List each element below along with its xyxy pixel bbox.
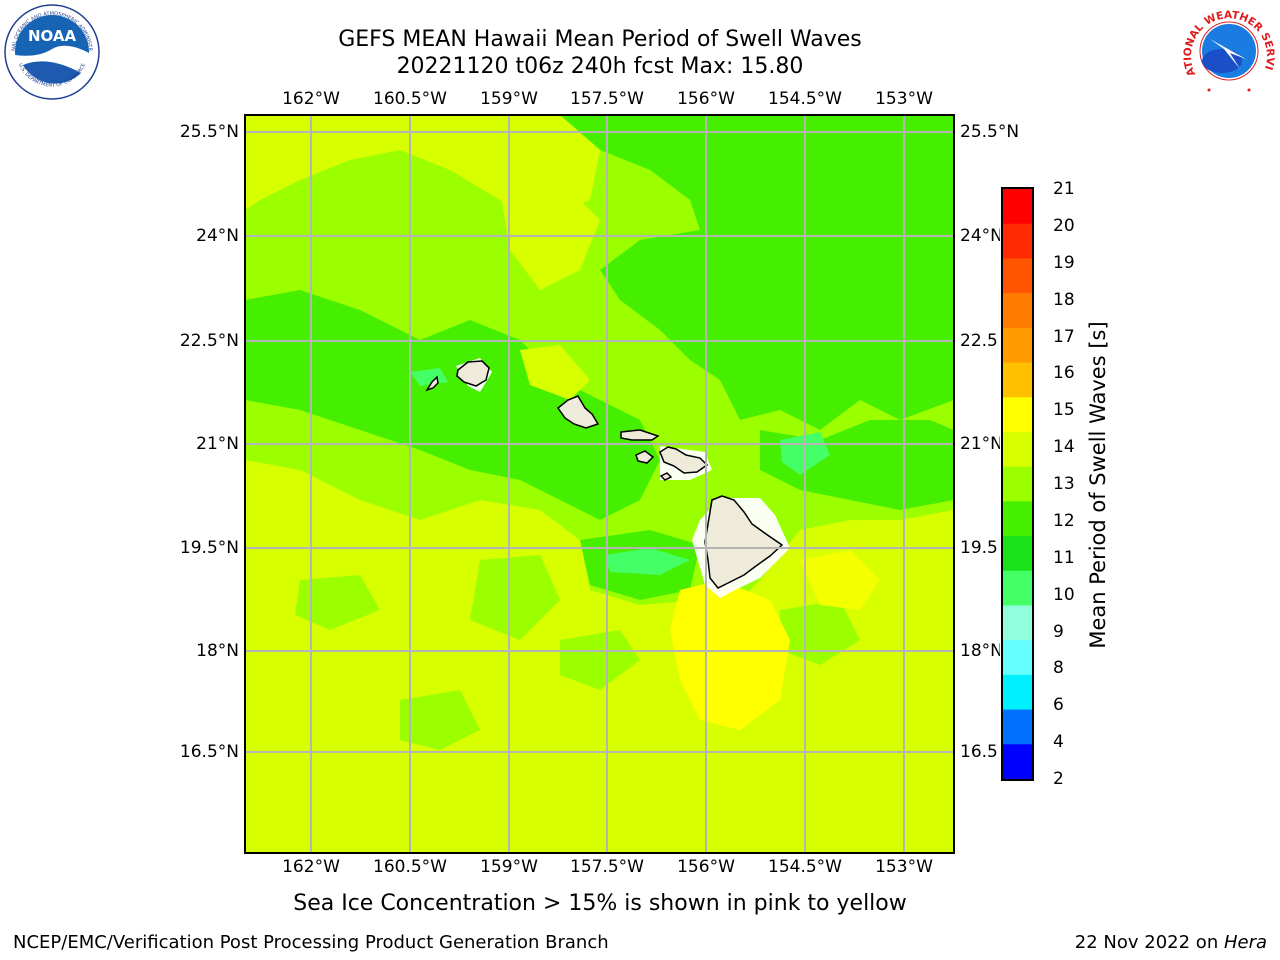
- colorbar-segment: [1003, 640, 1032, 676]
- colorbar-tick-label: 15: [1053, 400, 1075, 421]
- noaa-logo: NATIONAL OCEANIC AND ATMOSPHERIC ADMINIS…: [3, 3, 100, 100]
- producer-credit: NCEP/EMC/Verification Post Processing Pr…: [13, 932, 609, 953]
- lat-label-right: 25.5°N: [960, 122, 1020, 142]
- colorbar-label: Mean Period of Swell Waves [s]: [1086, 321, 1110, 649]
- island-molokai: [620, 429, 660, 441]
- map-title: GEFS MEAN Hawaii Mean Period of Swell Wa…: [338, 27, 862, 52]
- lon-label-bottom: 162°W: [282, 857, 340, 877]
- nws-logo: NATIONAL WEATHER SERVICE: [1180, 1, 1276, 96]
- lon-label-bottom: 157.5°W: [570, 857, 644, 877]
- colorbar-tick-label: 10: [1053, 584, 1075, 605]
- svg-text:NOAA: NOAA: [28, 27, 77, 45]
- lon-label-top: 153°W: [875, 89, 933, 109]
- colorbar: [1000, 186, 1036, 782]
- colorbar-segment: [1003, 570, 1032, 606]
- colorbar-tick-label: 8: [1053, 658, 1064, 679]
- colorbar-tick-label: 2: [1053, 769, 1064, 789]
- colorbar-segment: [1003, 744, 1032, 780]
- lon-label-bottom: 153°W: [875, 857, 933, 877]
- lat-label-left: 21°N: [196, 434, 239, 454]
- lon-label-top: 156°W: [677, 89, 735, 109]
- lat-label-right: 24°N: [960, 226, 1003, 246]
- colorbar-segment: [1003, 709, 1032, 745]
- colorbar-segment: [1003, 431, 1032, 468]
- colorbar-segment: [1003, 605, 1032, 641]
- island-lanai: [635, 450, 655, 464]
- lat-label-left: 18°N: [196, 641, 239, 661]
- lat-label-left: 16.5°N: [179, 742, 239, 762]
- colorbar-tick-label: 11: [1053, 547, 1075, 568]
- run-date: 22 Nov 2022 on: [1074, 932, 1224, 953]
- lat-label-right: 18°N: [960, 641, 1003, 661]
- lon-label-top: 157.5°W: [570, 89, 644, 109]
- sea-ice-note: Sea Ice Concentration > 15% is shown in …: [293, 891, 907, 916]
- colorbar-tick-label: 13: [1053, 474, 1075, 494]
- colorbar-segment: [1003, 397, 1032, 433]
- lat-label-right: 22.5: [960, 331, 998, 351]
- colorbar-segment: [1003, 293, 1032, 329]
- island-niihau: [425, 375, 439, 392]
- lon-label-bottom: 159°W: [480, 857, 538, 877]
- lon-label-bottom: 160.5°W: [373, 857, 447, 877]
- colorbar-tick-label: 20: [1053, 215, 1075, 236]
- colorbar-segment: [1003, 223, 1032, 259]
- colorbar-segment: [1003, 466, 1032, 502]
- map-subtitle: 20221120 t06z 240h fcst Max: 15.80: [396, 54, 804, 79]
- colorbar-tick-label: 18: [1053, 289, 1075, 310]
- map-frame: [244, 114, 955, 854]
- colorbar-segment: [1003, 327, 1032, 364]
- colorbar-segment: [1003, 501, 1032, 537]
- lat-label-right: 16.5: [960, 742, 998, 762]
- island-oahu: [556, 395, 600, 429]
- lon-label-top: 154.5°W: [768, 89, 842, 109]
- colorbar-segment: [1003, 258, 1032, 294]
- colorbar-tick-label: 12: [1053, 510, 1075, 531]
- lon-label-bottom: 156°W: [677, 857, 735, 877]
- lon-label-top: 162°W: [282, 89, 340, 109]
- colorbar-tick-label: 17: [1053, 326, 1075, 347]
- lon-label-bottom: 154.5°W: [768, 857, 842, 877]
- host-name: Hera: [1223, 932, 1267, 953]
- colorbar-segment: [1003, 536, 1032, 572]
- lat-label-left: 24°N: [196, 226, 239, 246]
- colorbar-tick-label: 19: [1053, 252, 1075, 273]
- colorbar-segment: [1003, 362, 1032, 398]
- lat-label-left: 19.5°N: [179, 538, 239, 558]
- lon-label-top: 159°W: [480, 89, 538, 109]
- colorbar-segment: [1003, 674, 1032, 711]
- lat-label-right: 19.5: [960, 538, 998, 558]
- lat-label-right: 21°N: [960, 434, 1003, 454]
- colorbar-segment: [1003, 189, 1032, 225]
- swell-field: [245, 115, 954, 853]
- lat-label-left: 25.5°N: [179, 122, 239, 142]
- run-date-credit: 22 Nov 2022 on Hera: [1075, 932, 1267, 953]
- colorbar-tick-label: 6: [1053, 695, 1064, 716]
- colorbar-tick-label: 4: [1053, 732, 1064, 753]
- colorbar-tick-label: 9: [1053, 621, 1064, 642]
- colorbar-tick-label: 16: [1053, 363, 1075, 384]
- lat-label-left: 22.5°N: [179, 331, 239, 351]
- colorbar-tick-label: 21: [1053, 179, 1075, 199]
- graticule: [245, 115, 954, 853]
- lon-label-top: 160.5°W: [373, 89, 447, 109]
- colorbar-tick-label: 14: [1053, 437, 1075, 458]
